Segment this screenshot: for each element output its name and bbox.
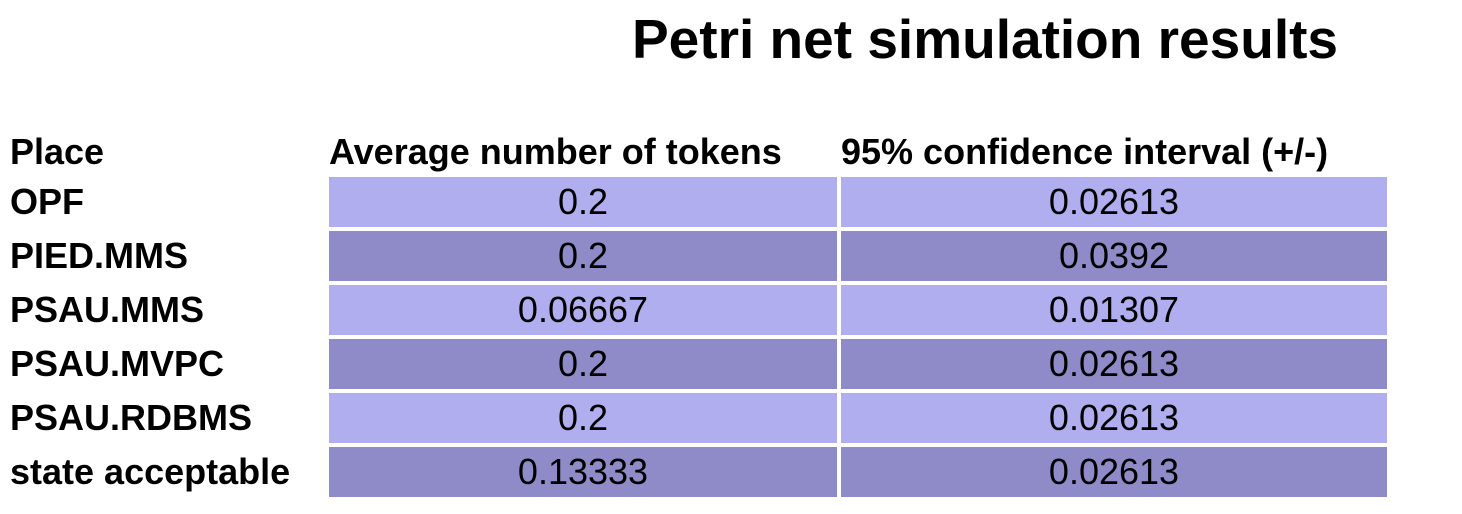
table-row: PSAU.MMS 0.06667 0.01307 (10, 285, 1387, 335)
header-place: Place (10, 131, 105, 172)
place-cell: OPF (10, 181, 85, 222)
header-average-tokens: Average number of tokens (329, 131, 782, 172)
table-row: state acceptable 0.13333 0.02613 (10, 447, 1387, 497)
confidence-cell: 0.01307 (841, 285, 1387, 335)
average-cell: 0.13333 (329, 447, 837, 497)
page-title: Petri net simulation results (632, 8, 1339, 70)
confidence-cell: 0.02613 (841, 177, 1387, 227)
average-cell: 0.06667 (329, 285, 837, 335)
table-row: OPF 0.2 0.02613 (10, 177, 1387, 227)
place-cell: PIED.MMS (10, 235, 189, 276)
confidence-cell: 0.02613 (841, 447, 1387, 497)
table-row: PIED.MMS 0.2 0.0392 (10, 231, 1387, 281)
place-cell: PSAU.MMS (10, 289, 205, 330)
header-row: Place Average number of tokens 95% confi… (10, 128, 1387, 173)
place-cell: PSAU.MVPC (10, 343, 225, 384)
place-cell: state acceptable (10, 451, 291, 492)
average-cell: 0.2 (329, 339, 837, 389)
confidence-cell: 0.0392 (841, 231, 1387, 281)
average-cell: 0.2 (329, 177, 837, 227)
confidence-cell: 0.02613 (841, 339, 1387, 389)
table-row: PSAU.MVPC 0.2 0.02613 (10, 339, 1387, 389)
results-table: Place Average number of tokens 95% confi… (6, 124, 1391, 501)
header-confidence-interval: 95% confidence interval (+/-) (841, 131, 1329, 172)
average-cell: 0.2 (329, 231, 837, 281)
place-cell: PSAU.RDBMS (10, 397, 253, 438)
table-row: PSAU.RDBMS 0.2 0.02613 (10, 393, 1387, 443)
confidence-cell: 0.02613 (841, 393, 1387, 443)
average-cell: 0.2 (329, 393, 837, 443)
